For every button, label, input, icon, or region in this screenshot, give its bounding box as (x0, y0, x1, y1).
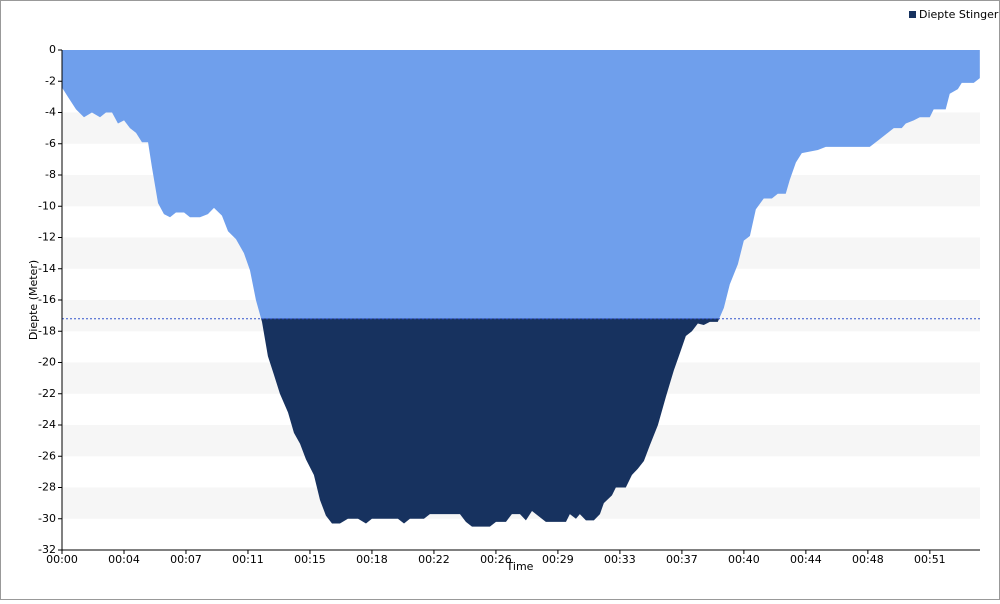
y-tick-label: -16 (38, 293, 56, 306)
x-tick-label: 00:07 (170, 553, 202, 566)
depth-area (62, 50, 980, 527)
y-tick-label: -22 (38, 387, 56, 400)
x-tick-label: 00:29 (542, 553, 574, 566)
legend-label: Diepte Stinger (919, 8, 999, 21)
y-tick-label: -28 (38, 481, 56, 494)
y-tick-label: -24 (38, 418, 56, 431)
x-tick-label: 00:37 (666, 553, 698, 566)
x-tick-label: 00:18 (356, 553, 388, 566)
y-axis-label: Diepte (Meter) (27, 260, 40, 340)
y-tick-label: -12 (38, 231, 56, 244)
y-tick-label: -14 (38, 262, 56, 275)
x-axis-label: Time (506, 560, 534, 573)
y-tick-label: -4 (45, 106, 56, 119)
x-tick-label: 00:00 (46, 553, 78, 566)
x-tick-label: 00:51 (914, 553, 946, 566)
y-tick-label: -18 (38, 324, 56, 337)
y-tick-label: -10 (38, 199, 56, 212)
y-tick-label: -30 (38, 512, 56, 525)
x-tick-label: 00:11 (232, 553, 264, 566)
x-tick-label: 00:44 (790, 553, 822, 566)
y-tick-label: -32 (38, 543, 56, 556)
y-tick-label: -6 (45, 137, 56, 150)
x-tick-label: 00:48 (852, 553, 884, 566)
x-tick-label: 00:22 (418, 553, 450, 566)
y-tick-label: -26 (38, 449, 56, 462)
y-tick-label: -8 (45, 168, 56, 181)
y-tick-label: -2 (45, 74, 56, 87)
y-tick-label: -20 (38, 356, 56, 369)
x-tick-label: 00:40 (728, 553, 760, 566)
legend-swatch (909, 11, 916, 18)
x-tick-label: 00:26 (480, 553, 512, 566)
x-tick-label: 00:33 (604, 553, 636, 566)
x-tick-label: 00:15 (294, 553, 326, 566)
x-tick-label: 00:04 (108, 553, 140, 566)
y-tick-label: 0 (49, 43, 56, 56)
